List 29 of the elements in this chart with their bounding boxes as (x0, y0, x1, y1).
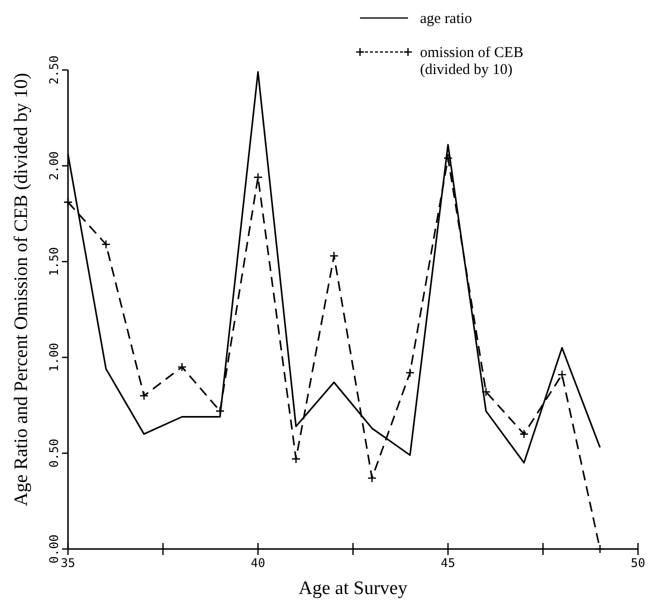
legend-label: age ratio (420, 11, 472, 27)
y-tick-label: 1.50 (47, 247, 61, 276)
point (481, 387, 491, 397)
point (405, 368, 415, 378)
point (519, 429, 529, 439)
x-tick-label: 40 (250, 556, 266, 570)
x-tick-label: 45 (440, 556, 456, 570)
y-tick-label: 2.00 (47, 151, 61, 180)
point (443, 153, 453, 163)
legend-label: omission of CEB (divided by 10) (420, 45, 524, 78)
point (595, 544, 605, 554)
y-tick-label: 0.00 (47, 534, 61, 564)
y-axis-title: Age Ratio and Percent Omission of CEB (divided by 10) (11, 72, 32, 506)
point (215, 406, 225, 416)
point (557, 370, 567, 380)
point (367, 473, 377, 483)
point (253, 172, 263, 182)
point (101, 240, 111, 250)
y-tick-label: 0.50 (47, 438, 61, 468)
point (63, 198, 73, 207)
point (139, 391, 149, 400)
point (329, 251, 339, 260)
y-tick-label: 1.00 (47, 342, 61, 372)
point (291, 454, 301, 464)
point (177, 362, 187, 372)
y-tick-label: 2.50 (47, 56, 61, 84)
x-axis-title: Age at Survey (298, 578, 408, 599)
x-tick-label: 35 (60, 556, 76, 570)
x-tick-label: 50 (630, 556, 646, 570)
